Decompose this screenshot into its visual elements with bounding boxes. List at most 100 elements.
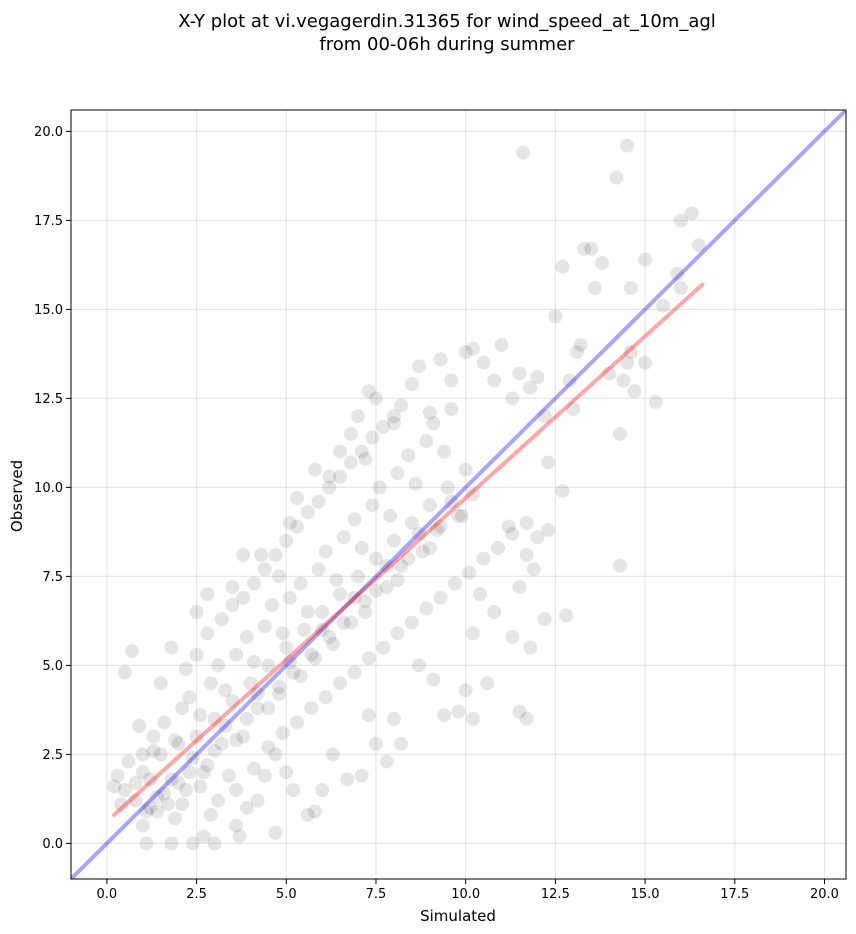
scatter-point xyxy=(236,548,251,563)
scatter-point xyxy=(386,711,401,726)
scatter-point xyxy=(379,580,394,595)
scatter-point xyxy=(419,601,434,616)
scatter-point xyxy=(232,829,247,844)
scatter-point xyxy=(164,640,179,655)
scatter-point xyxy=(315,604,330,619)
scatter-point xyxy=(304,701,319,716)
scatter-point xyxy=(185,836,200,851)
scatter-point xyxy=(573,337,588,352)
scatter-point xyxy=(401,551,416,566)
scatter-point xyxy=(257,562,272,577)
scatter-point xyxy=(451,508,466,523)
y-axis-label: Observed xyxy=(8,460,26,532)
scatter-point xyxy=(333,444,348,459)
scatter-point xyxy=(153,747,168,762)
scatter-point xyxy=(279,640,294,655)
scatter-point xyxy=(257,768,272,783)
scatter-point xyxy=(512,580,527,595)
y-tick-label: 10.0 xyxy=(34,481,63,496)
scatter-point xyxy=(623,281,638,296)
scatter-point xyxy=(117,665,132,680)
scatter-point xyxy=(315,622,330,637)
scatter-point xyxy=(246,761,261,776)
scatter-point xyxy=(487,373,502,388)
scatter-point xyxy=(250,793,265,808)
scatter-point xyxy=(390,572,405,587)
scatter-point xyxy=(189,729,204,744)
ticks-layer: 0.0 2.5 5.0 7.5 10.0 12.5 15.0 17.5 20.0 0.0 2.5 5.… xyxy=(34,125,839,902)
scatter-point xyxy=(569,345,584,360)
scatter-point xyxy=(196,765,211,780)
scatter-point xyxy=(426,672,441,687)
scatter-point xyxy=(135,747,150,762)
scatter-point xyxy=(390,466,405,481)
scatter-point xyxy=(175,701,190,716)
scatter-point xyxy=(214,612,229,627)
scatter-point xyxy=(422,498,437,513)
scatter-point xyxy=(193,708,208,723)
scatter-point xyxy=(275,626,290,641)
scatter-point xyxy=(229,647,244,662)
scatter-point xyxy=(620,138,635,153)
scatter-point xyxy=(211,793,226,808)
x-tick-label: 17.5 xyxy=(720,887,749,902)
scatter-point xyxy=(135,818,150,833)
scatter-point xyxy=(523,380,538,395)
x-tick-label: 5.0 xyxy=(276,887,297,902)
scatter-point xyxy=(107,779,122,794)
scatter-point xyxy=(512,366,527,381)
scatter-point xyxy=(304,647,319,662)
scatter-point xyxy=(351,409,366,424)
scatter-point xyxy=(347,665,362,680)
scatter-point xyxy=(501,519,516,534)
scatter-point xyxy=(458,462,473,477)
scatter-point xyxy=(150,804,165,819)
scatter-point xyxy=(142,772,157,787)
scatter-point xyxy=(293,576,308,591)
scatter-point xyxy=(200,758,215,773)
x-tick-label: 15.0 xyxy=(631,887,660,902)
scatter-point xyxy=(691,238,706,253)
scatter-point xyxy=(171,736,186,751)
scatter-point xyxy=(670,266,685,281)
scatter-point xyxy=(164,772,179,787)
scatter-point xyxy=(110,768,125,783)
scatter-point xyxy=(365,430,380,445)
y-tick-label: 12.5 xyxy=(34,392,63,407)
scatter-point xyxy=(656,298,671,313)
scatter-point xyxy=(368,736,383,751)
scatter-point xyxy=(225,580,240,595)
scatter-point xyxy=(361,384,376,399)
scatter-point xyxy=(261,658,276,673)
scatter-point xyxy=(229,782,244,797)
scatter-point xyxy=(422,540,437,555)
scatter-point xyxy=(368,391,383,406)
scatter-point xyxy=(229,818,244,833)
scatter-point xyxy=(412,359,427,374)
scatter-point xyxy=(290,715,305,730)
scatter-point xyxy=(673,213,688,228)
y-tick-label: 2.5 xyxy=(42,748,63,763)
scatter-point xyxy=(236,729,251,744)
scatter-point xyxy=(196,829,211,844)
scatter-point xyxy=(168,733,183,748)
scatter-point xyxy=(340,772,355,787)
scatter-point xyxy=(268,747,283,762)
points-layer xyxy=(107,138,706,851)
scatter-point xyxy=(372,480,387,495)
scatter-point xyxy=(368,551,383,566)
scatter-point xyxy=(236,590,251,605)
scatter-point xyxy=(620,355,635,370)
scatter-point xyxy=(419,434,434,449)
scatter-point xyxy=(128,775,143,790)
scatter-point xyxy=(239,629,254,644)
scatter-point xyxy=(383,508,398,523)
scatter-point xyxy=(404,615,419,630)
scatter-point xyxy=(476,551,491,566)
scatter-point xyxy=(207,743,222,758)
scatter-point xyxy=(358,594,373,609)
scatter-point xyxy=(566,402,581,417)
identity-line xyxy=(71,110,846,879)
scatter-point xyxy=(185,750,200,765)
